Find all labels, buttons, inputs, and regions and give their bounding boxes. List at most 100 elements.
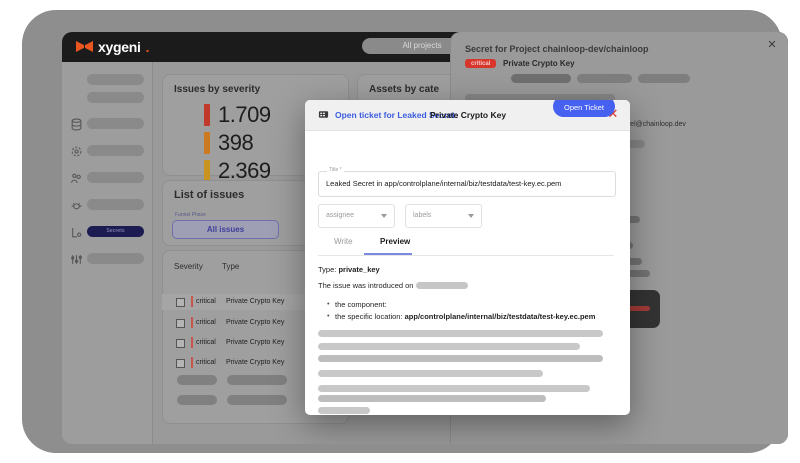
title-field-label: Title * [327,167,344,173]
bullet-location: the specific location: app/controlplane/… [327,311,596,321]
sidebar-skeleton-6[interactable] [87,199,144,210]
target-icon [70,145,83,158]
preview-introduced-prefix: The issue was introduced on [318,281,414,290]
preview-skeleton-4 [318,370,543,377]
table-row[interactable]: critical Private Crypto Key [162,355,347,371]
severity-bar-high [204,132,210,154]
cell-type: Private Crypto Key [226,359,285,366]
modal-title-prefix: Open ticket for Leaked Secret: [335,110,458,120]
preview-type-label: Type: [318,265,337,274]
cell-type: Private Crypto Key [226,319,285,326]
funnel-phase-label: Funnel Phase [175,212,206,218]
cell-type: Private Crypto Key [226,339,285,346]
table-header-type: Type [222,262,240,271]
sidebar-skeleton-5[interactable] [87,172,144,183]
severity-indicator [191,357,193,368]
users-icon [70,172,83,185]
database-icon [70,118,83,131]
tab-preview[interactable]: Preview [380,237,411,246]
severity-count-medium: 2.369 [218,158,271,183]
list-of-issues-title: List of issues [174,189,245,201]
all-issues-filter[interactable]: All issues [172,220,279,239]
cell-severity: critical [196,339,216,346]
secrets-icon [70,226,83,239]
preview-skeleton-1 [318,330,603,337]
preview-skeleton-3 [318,355,603,362]
severity-count-high: 398 [218,130,254,155]
sidebar-skeleton-2 [87,92,144,103]
panel-subtitle: Private Crypto Key [503,59,575,68]
severity-count-critical: 1.709 [218,102,271,127]
row-checkbox[interactable] [176,319,185,328]
table-skeleton-4 [227,395,287,405]
panel-chip-1[interactable] [511,74,571,83]
row-checkbox[interactable] [176,298,185,307]
table-skeleton-3 [177,395,217,405]
issues-by-severity-title: Issues by severity [174,84,261,95]
severity-row-medium: 2.369 [204,158,271,184]
assignee-select[interactable]: assignee [318,204,395,228]
status-badge: critical [465,59,497,68]
preview-type-value: private_key [338,265,380,274]
severity-row-critical: 1.709 [204,102,271,128]
cell-type: Private Crypto Key [226,298,285,305]
close-icon[interactable]: ✕ [767,39,777,51]
open-ticket-button[interactable]: Open Ticket [553,100,615,117]
severity-bar-medium [204,160,210,182]
ticket-grid-icon [318,109,329,120]
table-skeleton-1 [177,375,217,385]
table-row[interactable]: critical Private Crypto Key [162,315,347,331]
open-ticket-modal: Open ticket for Leaked Secret: Private C… [305,100,630,415]
panel-skeleton-1 [465,94,615,102]
brand-name: xygeni [98,38,141,55]
table-header-severity: Severity [174,262,203,271]
table-skeleton-2 [227,375,287,385]
cell-severity: critical [196,298,216,305]
assets-by-category-title: Assets by cate [369,84,440,95]
preview-type-line: Type: private_key [318,265,380,274]
labels-placeholder: labels [413,212,432,219]
preview-skeleton-7 [318,407,370,414]
sidebar: Secrets [62,62,153,444]
panel-chip-3[interactable] [638,74,690,83]
bullet-location-label: the specific location: [335,312,403,321]
user-email: miguel@chainloop.dev [615,121,686,128]
redacted-value [415,282,468,289]
close-icon[interactable]: ✕ [607,106,619,121]
severity-indicator [191,317,193,328]
sidebar-skeleton-3[interactable] [87,118,144,129]
row-checkbox[interactable] [176,339,185,348]
tab-write[interactable]: Write [334,237,353,246]
settings-sliders-icon [70,253,83,266]
cell-severity: critical [196,319,216,326]
preview-skeleton-6 [318,395,546,402]
title-field[interactable]: Title * Leaked Secret in app/controlplan… [318,167,616,197]
sidebar-skeleton-1 [87,74,144,85]
editor-tabs: Write Preview [318,235,614,256]
bullet-location-value: app/controlplane/internal/biz/testdata/t… [404,312,596,321]
modal-title-secret: Private Crypto Key [430,110,507,120]
chevron-down-icon [468,214,474,218]
preview-skeleton-5 [318,385,590,392]
panel-chip-2[interactable] [577,74,632,83]
cell-severity: critical [196,359,216,366]
assignee-placeholder: assignee [326,212,355,219]
sidebar-item-secrets[interactable]: Secrets [87,226,144,237]
row-checkbox[interactable] [176,359,185,368]
bullet-component: the component: [327,299,387,309]
brand-dot: . [145,38,150,55]
severity-bar-critical [204,104,210,126]
severity-indicator [191,337,193,348]
sidebar-skeleton-4[interactable] [87,145,144,156]
sidebar-skeleton-7[interactable] [87,253,144,264]
active-tab-underline [364,253,412,255]
table-row[interactable]: critical Private Crypto Key [162,294,347,310]
device-screen: xygeni . All projects [62,32,788,444]
preview-skeleton-2 [318,343,580,350]
labels-select[interactable]: labels [405,204,482,228]
severity-indicator [191,296,193,307]
table-row[interactable]: critical Private Crypto Key [162,335,347,351]
brand-logo: xygeni . [76,38,149,55]
panel-title: Secret for Project chainloop-dev/chainlo… [465,44,649,54]
